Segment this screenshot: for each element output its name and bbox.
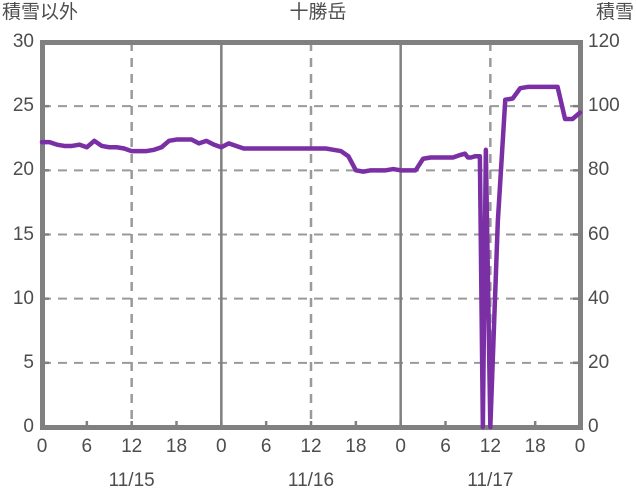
x-tick-label: 6 bbox=[260, 436, 272, 457]
x-tick-label: 18 bbox=[524, 436, 546, 457]
data-line-1 bbox=[39, 84, 583, 430]
x-tick-label: 12 bbox=[121, 436, 143, 457]
right-tick-label: 40 bbox=[588, 287, 610, 309]
right-tick-label: 80 bbox=[588, 159, 610, 181]
x-day-label: 11/16 bbox=[287, 470, 335, 491]
x-tick-label: 6 bbox=[81, 436, 93, 457]
left-tick-label: 30 bbox=[12, 31, 34, 52]
x-tick-label: 0 bbox=[216, 436, 227, 457]
x-day-label: 11/17 bbox=[467, 470, 514, 491]
x-tick-label: 0 bbox=[36, 436, 48, 457]
x-tick-label: 12 bbox=[479, 436, 501, 457]
right-tick-label: 60 bbox=[588, 223, 610, 245]
x-tick-label: 0 bbox=[574, 436, 586, 457]
left-tick-label: 20 bbox=[12, 159, 34, 181]
data-series-layer bbox=[39, 84, 583, 430]
x-tick-label: 0 bbox=[395, 436, 406, 457]
x-tick-label: 18 bbox=[345, 436, 367, 457]
chart-title: 十勝岳 bbox=[289, 2, 347, 23]
left-tick-label: 15 bbox=[12, 223, 34, 245]
x-tick-label: 6 bbox=[440, 436, 451, 457]
right-tick-label: 0 bbox=[588, 416, 599, 437]
x-day-label: 11/15 bbox=[108, 470, 155, 491]
left-axis-title: 積雪以外 bbox=[2, 2, 79, 23]
left-tick-label: 25 bbox=[12, 95, 34, 117]
plot-frame bbox=[40, 40, 583, 430]
x-tick-label: 18 bbox=[165, 436, 188, 457]
right-tick-label: 100 bbox=[588, 95, 620, 117]
left-tick-label: 0 bbox=[23, 416, 34, 437]
right-axis-title: 積雪 bbox=[595, 2, 634, 23]
x-tick-label: 12 bbox=[300, 436, 322, 457]
left-tick-label: 5 bbox=[23, 351, 34, 373]
right-tick-label: 20 bbox=[588, 351, 610, 373]
left-tick-label: 10 bbox=[12, 287, 34, 309]
right-tick-label: 120 bbox=[588, 31, 620, 52]
